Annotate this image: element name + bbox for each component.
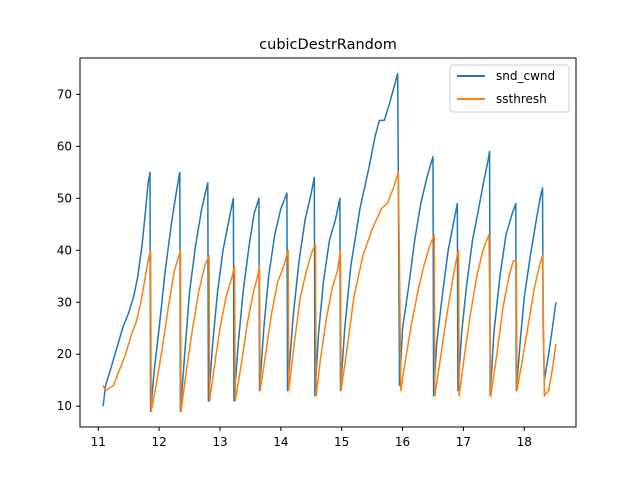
y-tick-label: 30 [57, 295, 72, 309]
x-tick-label: 13 [212, 435, 227, 449]
x-axis: 11 12 13 14 15 16 17 18 [91, 427, 532, 449]
axes-frame [79, 57, 577, 428]
y-tick-label: 10 [57, 399, 72, 413]
series-line-ssthresh [102, 171, 557, 413]
chart-title: cubicDestrRandom [259, 37, 397, 53]
x-tick-label: 14 [273, 435, 288, 449]
legend-label-snd-cwnd: snd_cwnd [496, 69, 555, 83]
x-tick-label: 11 [91, 435, 106, 449]
y-tick-label: 40 [57, 243, 72, 257]
x-tick-label: 17 [456, 435, 471, 449]
x-tick-label: 15 [334, 435, 349, 449]
y-axis: 10 20 30 40 50 60 70 [57, 87, 80, 413]
y-tick-label: 60 [57, 139, 72, 153]
series-line-snd-cwnd [102, 72, 557, 413]
legend-label-ssthresh: ssthresh [496, 92, 547, 106]
series-layer [102, 72, 557, 413]
x-tick-label: 18 [517, 435, 532, 449]
legend: snd_cwnd ssthresh [449, 64, 570, 113]
y-tick-label: 70 [57, 87, 72, 101]
y-tick-label: 50 [57, 191, 72, 205]
x-tick-label: 16 [395, 435, 410, 449]
y-tick-label: 20 [57, 347, 72, 361]
x-tick-label: 12 [151, 435, 166, 449]
